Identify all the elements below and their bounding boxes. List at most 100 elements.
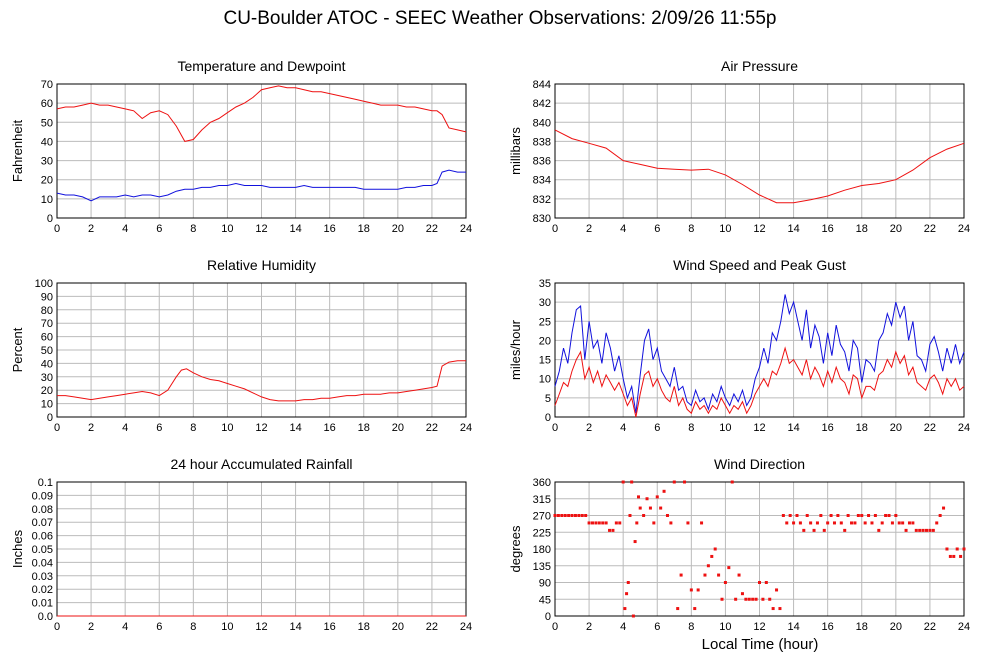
scatter-point xyxy=(805,514,809,517)
scatter-point xyxy=(788,514,792,517)
x-tick-label: 22 xyxy=(426,223,438,235)
x-tick-label: 16 xyxy=(822,621,834,633)
scatter-point xyxy=(580,514,584,517)
scatter-point xyxy=(792,521,796,525)
scatter-point xyxy=(621,480,625,484)
scatter-point xyxy=(700,521,704,525)
scatter-point xyxy=(877,528,881,532)
scatter-point xyxy=(679,573,683,577)
x-tick-label: 2 xyxy=(586,223,592,235)
scatter-point xyxy=(931,528,935,532)
x-tick-label: 12 xyxy=(753,621,765,633)
x-tick-label: 24 xyxy=(460,621,472,633)
scatter-point xyxy=(689,588,693,592)
x-tick-label: 6 xyxy=(156,223,162,235)
y-tick-label: 0.02 xyxy=(32,584,53,596)
y-tick-label: 20 xyxy=(41,175,53,187)
scatter-point xyxy=(563,514,567,517)
scatter-point xyxy=(553,514,557,517)
scatter-point xyxy=(942,506,946,510)
y-tick-label: 50 xyxy=(41,345,53,357)
scatter-point xyxy=(826,521,830,525)
x-tick-label: 16 xyxy=(324,223,336,235)
x-tick-label: 0 xyxy=(54,621,60,633)
x-tick-label: 4 xyxy=(122,621,128,633)
scatter-point xyxy=(812,528,816,532)
x-tick-label: 20 xyxy=(890,223,902,235)
x-tick-label: 22 xyxy=(924,223,936,235)
scatter-point xyxy=(768,597,772,601)
y-tick-label: 834 xyxy=(533,175,551,187)
page-title: CU-Boulder ATOC - SEEC Weather Observati… xyxy=(223,8,777,29)
series-line xyxy=(56,85,467,142)
x-tick-label: 18 xyxy=(856,223,868,235)
y-tick-label: 0.06 xyxy=(32,531,53,543)
scatter-point xyxy=(706,564,710,568)
y-axis-label: millibars xyxy=(508,127,523,175)
scatter-point xyxy=(597,521,601,525)
scatter-point xyxy=(884,514,888,517)
scatter-point xyxy=(867,514,871,517)
y-tick-label: 80 xyxy=(41,305,53,317)
y-tick-label: 832 xyxy=(533,194,551,206)
y-tick-label: 20 xyxy=(539,335,551,347)
scatter-point xyxy=(935,521,939,525)
x-tick-label: 0 xyxy=(54,422,60,434)
y-tick-label: 838 xyxy=(533,136,551,148)
x-tick-label: 0 xyxy=(552,422,558,434)
y-tick-label: 0.1 xyxy=(38,477,53,489)
scatter-point xyxy=(856,514,860,517)
scatter-point xyxy=(894,514,898,517)
y-tick-label: 70 xyxy=(41,79,53,91)
x-tick-label: 24 xyxy=(958,223,970,235)
scatter-point xyxy=(608,528,612,532)
scatter-point xyxy=(887,514,891,517)
x-axis-label: Local Time (hour) xyxy=(701,636,819,653)
scatter-point xyxy=(873,514,877,517)
y-tick-label: 20 xyxy=(41,385,53,397)
x-tick-label: 14 xyxy=(289,422,301,434)
x-tick-label: 10 xyxy=(221,621,233,633)
y-tick-label: 830 xyxy=(533,213,551,225)
scatter-point xyxy=(822,528,826,532)
scatter-point xyxy=(778,607,782,611)
scatter-point xyxy=(747,597,751,601)
x-tick-label: 22 xyxy=(924,621,936,633)
x-tick-label: 22 xyxy=(426,621,438,633)
scatter-point xyxy=(897,521,901,525)
x-tick-label: 16 xyxy=(822,223,834,235)
scatter-point xyxy=(809,521,813,525)
scatter-point xyxy=(645,497,649,501)
plot-frame xyxy=(56,282,467,418)
x-tick-label: 6 xyxy=(156,621,162,633)
y-tick-label: 50 xyxy=(41,117,53,129)
scatter-point xyxy=(925,528,929,532)
y-tick-label: 15 xyxy=(539,355,551,367)
chart-title: Wind Direction xyxy=(714,456,805,472)
x-tick-label: 14 xyxy=(289,621,301,633)
scatter-point xyxy=(648,506,652,510)
scatter-point xyxy=(870,521,874,525)
y-tick-label: 0 xyxy=(47,412,53,424)
x-tick-label: 8 xyxy=(688,422,694,434)
scatter-point xyxy=(802,528,806,532)
scatter-point xyxy=(764,581,768,584)
scatter-point xyxy=(761,597,765,601)
series-line xyxy=(554,129,965,204)
scatter-point xyxy=(686,521,690,525)
y-tick-label: 0.01 xyxy=(32,598,53,610)
scatter-point xyxy=(904,528,908,532)
y-tick-label: 0.03 xyxy=(32,571,53,583)
x-tick-label: 18 xyxy=(358,621,370,633)
scatter-point xyxy=(751,597,755,601)
scatter-point xyxy=(785,521,789,525)
y-tick-label: 270 xyxy=(533,511,551,523)
y-tick-label: 10 xyxy=(41,399,53,411)
y-tick-label: 40 xyxy=(41,136,53,148)
chart-title: Wind Speed and Peak Gust xyxy=(673,257,846,273)
scatter-point xyxy=(618,521,622,525)
y-tick-label: 844 xyxy=(533,79,551,91)
y-tick-label: 842 xyxy=(533,98,551,110)
y-tick-label: 30 xyxy=(41,156,53,168)
